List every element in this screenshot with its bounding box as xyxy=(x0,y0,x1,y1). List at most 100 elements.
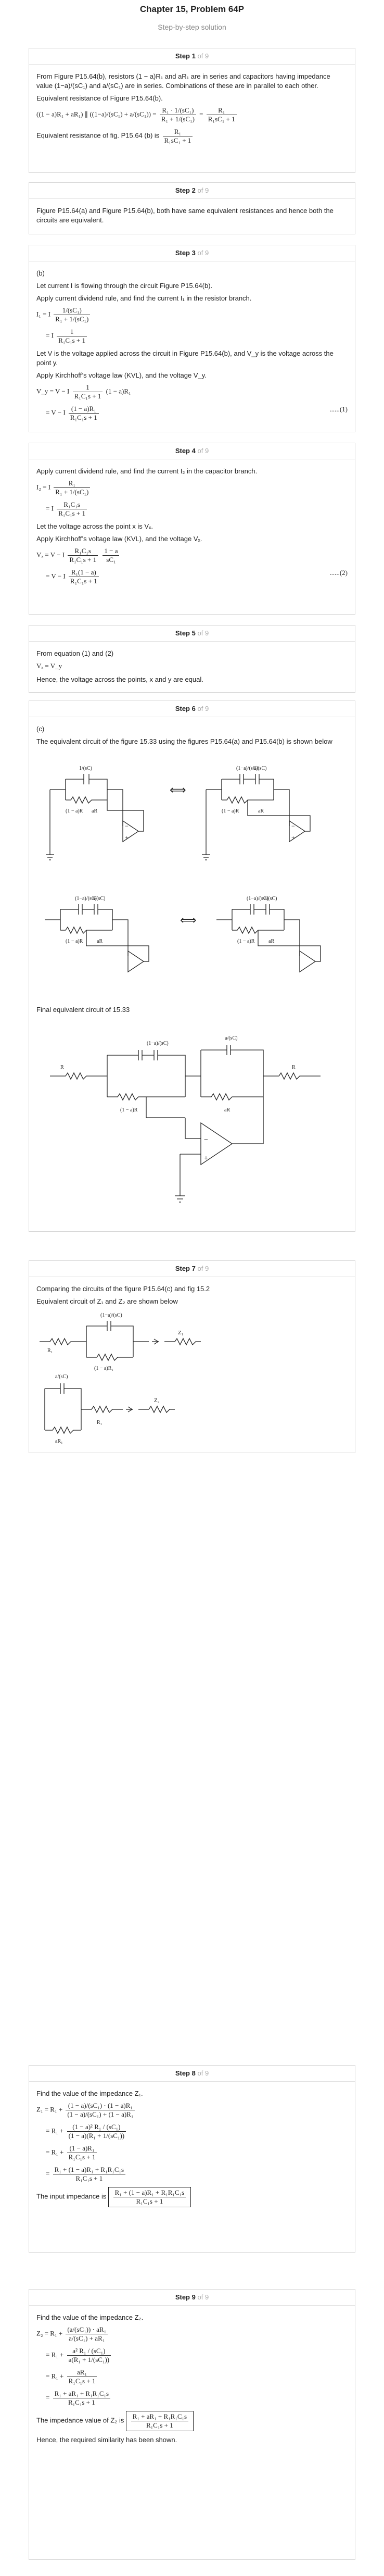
step-2-text: Figure P15.64(a) and Figure P15.64(b), b… xyxy=(36,207,334,224)
step-3-eq-i1: I₁ = I 1/(sC₁) R₁ + 1/(sC₁) xyxy=(36,306,348,323)
step-9-text-1: Find the value of the impedance Z₂. xyxy=(36,2314,144,2321)
step-2-header: Step 2 of 9 xyxy=(29,183,355,199)
step-3-header: Step 3 of 9 xyxy=(29,245,355,261)
step-1-result: Equivalent resistance of fig. P15.64 (b)… xyxy=(36,128,348,145)
step-6-part: (c) xyxy=(36,725,45,733)
step-3-card: Step 3 of 9 (b) Let current I is flowing… xyxy=(29,245,355,432)
step-8-eq-5: = R₁ + (1 − a)R₁ + R₁R₁C₁s R₁C₁s + 1 xyxy=(36,2166,348,2183)
step-5-text-1: From equation (1) and (2) xyxy=(36,649,114,657)
step-6-card: Step 6 of 9 (c) The equivalent circuit o… xyxy=(29,701,355,1232)
step-1-text: From Figure P15.64(b), resistors (1 − a)… xyxy=(36,72,330,90)
step-7-text-1: Comparing the circuits of the figure P15… xyxy=(36,1285,210,1293)
label-res-a-2: aR xyxy=(258,808,264,814)
label-cap-1a-5: (1−a)/(sC) xyxy=(147,1041,169,1046)
step-6-header: Step 6 of 9 xyxy=(29,701,355,717)
page-subtitle: Step-by-step solution xyxy=(158,23,226,31)
step-8-card: Step 8 of 9 Find the value of the impeda… xyxy=(29,2065,355,2253)
step-4-text-2: Let the voltage across the point x is Vₓ… xyxy=(36,522,153,530)
step-5-eq: Vₓ = V_y xyxy=(36,662,62,670)
step-7-header: Step 7 of 9 xyxy=(29,1261,355,1277)
step-4-eq-i2: I₂ = I R₁ R₁ + 1/(sC₁) xyxy=(36,479,348,496)
step-9-eq-5: = R₁ + aR₁ + R₁R₁C₁s R₁C₁s + 1 xyxy=(36,2390,348,2407)
step-4-eq-vx: Vₓ = V − I R₁C₁s R₁C₁s + 1 1 − a sC₁ xyxy=(36,547,348,564)
label-r1: R₁ xyxy=(47,1348,53,1354)
step-5-text-2: Hence, the voltage across the points, x … xyxy=(36,676,203,683)
step-3-text-3: Let V is the voltage applied across the … xyxy=(36,349,334,367)
step-9-text-3: Hence, the required similarity has been … xyxy=(36,2436,177,2444)
step-8-eq-1: Z₁ = R₁ + (1 − a)/(sC₁) · (1 − a)R₁ (1 − … xyxy=(36,2102,348,2119)
step-4-eq-vx2: = V − I R₁(1 − a) R₁C₁s + 1 ......(2) xyxy=(46,568,348,585)
equivalent-circuit-diagram-1: 1/(sC) (1 − a)R aR − + ⟺ (1−a)/(sC) a/(s… xyxy=(46,766,311,860)
step-7-card: Step 7 of 9 Comparing the circuits of th… xyxy=(29,1260,355,1453)
step-8-result: The input impedance is R₁ + (1 − a)R₁ + … xyxy=(36,2187,348,2207)
step-6-text-2: Final equivalent circuit of 15.33 xyxy=(36,1006,130,1014)
opamp-minus-1: − xyxy=(125,822,129,830)
step-2-card: Step 2 of 9 Figure P15.64(a) and Figure … xyxy=(29,182,355,234)
equivalence-arrow-1: ⟺ xyxy=(170,783,186,796)
final-equivalent-circuit: R (1−a)/(sC) a/(sC) (1 − a)R aR R − + xyxy=(50,1035,321,1203)
label-cap-a-z2: a/(sC) xyxy=(55,1374,68,1380)
step-9-result: The impedance value of Z₂ is R₁ + aR₁ + … xyxy=(36,2411,348,2431)
step-1-text-2: Equivalent resistance of Figure P15.64(b… xyxy=(36,94,163,102)
step-5-header: Step 5 of 9 xyxy=(29,626,355,642)
step-1-card: Step 1 of 9 From Figure P15.64(b), resis… xyxy=(29,48,355,173)
step-3-eq-vy: V_y = V − I 1 R₁C₁s + 1 (1 − a)R₁ xyxy=(36,383,131,400)
step-9-header: Step 9 of 9 xyxy=(29,2290,355,2306)
step-3-eq-vy2: = V − I (1 − a)R₁ R₁C₁s + 1 ......(1) xyxy=(46,405,348,421)
step-3-text-2: Apply current dividend rule, and find th… xyxy=(36,294,252,302)
opamp-plus-1: + xyxy=(125,834,129,841)
label-r2: R₁ xyxy=(97,1420,102,1425)
label-cap-1a-z1: (1−a)/(sC) xyxy=(100,1312,122,1318)
label-res-a-4: aR xyxy=(268,939,274,944)
opamp-minus-final: − xyxy=(204,1136,208,1144)
step-8-text-1: Find the value of the impedance Z₁. xyxy=(36,2090,143,2097)
step-4-text-3: Apply Kirchhoff’s voltage law (KVL), and… xyxy=(36,535,202,543)
step-4-header: Step 4 of 9 xyxy=(29,443,355,459)
step-1-header: Step 1 of 9 xyxy=(29,48,355,65)
label-cap-1: 1/(sC) xyxy=(79,766,92,771)
impedance-circuit-z1-z2: R₁ (1−a)/(sC) (1 − a)R₁ Z₁ a/(sC) aR₁ R₁… xyxy=(40,1312,201,1444)
step-4-eq-i2b: = I R₁C₁s R₁C₁s + 1 xyxy=(36,501,348,518)
label-res-1a-4: (1 − a)R xyxy=(237,939,255,944)
label-res-a-3: aR xyxy=(97,939,103,944)
equivalent-circuit-diagram-2: (1−a)/(sC) a/(sC) (1 − a)R aR ⟺ (1−a)/(s… xyxy=(45,896,321,973)
page-title: Chapter 15, Problem 64P xyxy=(139,4,245,14)
label-cap-a-5: a/(sC) xyxy=(225,1035,237,1041)
label-r-out: R xyxy=(292,1065,296,1070)
step-4-card: Step 4 of 9 Apply current dividend rule,… xyxy=(29,443,355,615)
label-res-1a-5: (1 − a)R xyxy=(120,1107,138,1113)
step-3-part: (b) xyxy=(36,269,45,277)
step-8-header: Step 8 of 9 xyxy=(29,2066,355,2082)
label-r-a-z2: aR₁ xyxy=(55,1439,63,1444)
step-4-text-1: Apply current dividend rule, and find th… xyxy=(36,467,258,475)
label-res-1a: (1 − a)R xyxy=(66,808,83,814)
step-9-eq-4: = R₁ + aR₁ R₁C₁s + 1 xyxy=(36,2368,348,2385)
label-z2: Z₂ xyxy=(154,1397,160,1404)
label-r-in: R xyxy=(60,1065,64,1070)
label-res-1a-2: (1 − a)R xyxy=(222,808,239,814)
step-8-eq-2: = R₁ + (1 − a)² R₁ / (sC₁) (1 − a)(R₁ + 1… xyxy=(36,2123,348,2140)
step-8-eq-4: = R₁ + (1 − a)R₁ R₁C₁s + 1 xyxy=(36,2144,348,2161)
label-cap-1a-3: (1−a)/(sC) xyxy=(75,896,97,902)
label-cap-1a: (1−a)/(sC) xyxy=(236,766,258,771)
label-r-1a-z1: (1 − a)R₁ xyxy=(94,1366,113,1371)
label-res-1a-3: (1 − a)R xyxy=(66,939,83,944)
step-7-text-2: Equivalent circuit of Z₁ and Z₂ are show… xyxy=(36,1297,178,1305)
label-cap-a-4: a/(sC) xyxy=(264,896,277,902)
opamp-plus-2: + xyxy=(291,834,295,841)
opamp-minus-2: − xyxy=(291,822,295,830)
label-res-a-5: aR xyxy=(224,1107,230,1113)
label-z1: Z₁ xyxy=(178,1330,184,1336)
step-3-eq-i1b: = I 1 R₁C₁s + 1 xyxy=(36,328,348,345)
step-1-equation: ((1 − a)R₁ + aR₁) ∥ ((1−a)/(sC₁) + a/(sC… xyxy=(36,106,348,123)
opamp-plus-final: + xyxy=(204,1155,208,1162)
step-9-eq-2: = R₁ + a² R₁ / (sC₁) a(R₁ + 1/(sC₁)) xyxy=(36,2347,348,2364)
label-cap-1a-4: (1−a)/(sC) xyxy=(247,896,268,902)
equivalence-arrow-2: ⟺ xyxy=(180,914,197,927)
step-3-text-4: Apply Kirchhoff’s voltage law (KVL), and… xyxy=(36,371,207,379)
label-cap-a: a/(sC) xyxy=(254,766,266,771)
label-cap-a-3: a/(sC) xyxy=(93,896,105,902)
step-6-text-1: The equivalent circuit of the figure 15.… xyxy=(36,737,332,745)
step-9-card: Step 9 of 9 Find the value of the impeda… xyxy=(29,2289,355,2560)
label-res-a: aR xyxy=(92,808,97,814)
